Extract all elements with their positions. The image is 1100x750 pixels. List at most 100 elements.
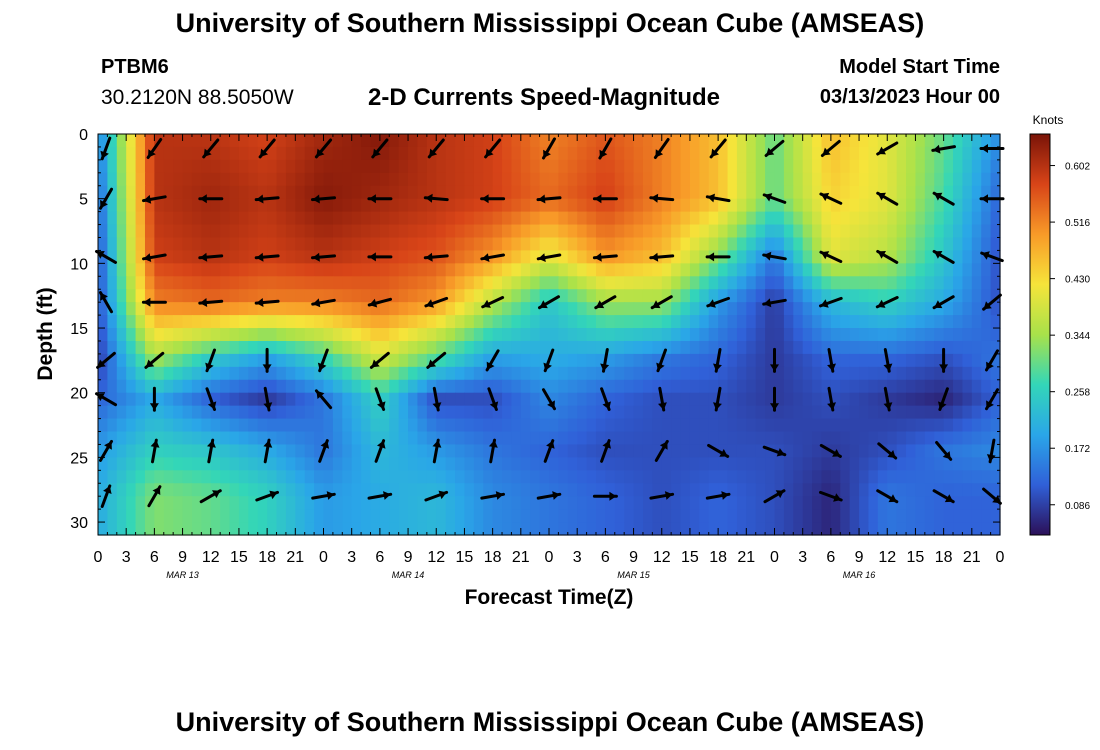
heatmap-cell	[539, 470, 550, 484]
heatmap-cell	[821, 263, 832, 277]
heatmap-cell	[812, 509, 823, 523]
heatmap-cell	[567, 353, 578, 368]
heatmap-cell	[520, 509, 531, 523]
heatmap-cell	[586, 328, 597, 342]
heatmap-cell	[915, 496, 926, 510]
heatmap-cell	[708, 172, 719, 187]
heatmap-cell	[398, 159, 409, 174]
x-tick-label: 15	[230, 549, 248, 566]
heatmap-cell	[229, 276, 240, 290]
current-vector-arrow	[592, 252, 618, 262]
heatmap-cell	[370, 522, 381, 536]
heatmap-cell	[107, 431, 118, 446]
heatmap-cell	[398, 457, 409, 471]
heatmap-cell	[511, 470, 522, 484]
heatmap-cell	[680, 509, 691, 523]
heatmap-cell	[962, 509, 973, 523]
heatmap-cell	[821, 276, 832, 290]
heatmap-cell	[426, 353, 437, 368]
heatmap-cell	[173, 418, 184, 433]
heatmap-cell	[530, 457, 541, 471]
heatmap-cell	[671, 198, 682, 213]
heatmap-cell	[98, 211, 108, 226]
heatmap-cell	[154, 276, 165, 290]
heatmap-cell	[201, 289, 212, 303]
heatmap-cell	[220, 353, 231, 368]
heatmap-cell	[304, 315, 315, 329]
heatmap-cell	[154, 340, 165, 355]
heatmap-cell	[201, 509, 212, 523]
heatmap-cell	[793, 509, 804, 523]
heatmap-cell	[736, 444, 747, 458]
heatmap-cell	[238, 185, 249, 200]
heatmap-cell	[191, 392, 202, 407]
heatmap-cell	[445, 328, 456, 342]
heatmap-cell	[924, 146, 935, 161]
heatmap-cell	[953, 379, 964, 394]
heatmap-cell	[144, 224, 155, 239]
heatmap-cell	[934, 198, 945, 213]
heatmap-cell	[492, 509, 503, 523]
heatmap-cell	[520, 457, 531, 471]
heatmap-cell	[135, 302, 146, 316]
heatmap-cell	[342, 302, 353, 316]
heatmap-cell	[877, 366, 888, 381]
heatmap-cell	[821, 237, 832, 252]
heatmap-cell	[736, 509, 747, 523]
heatmap-cell	[859, 276, 870, 290]
heatmap-cell	[859, 340, 870, 355]
heatmap-cell	[718, 198, 729, 213]
heatmap-cell	[642, 328, 653, 342]
heatmap-cell	[144, 134, 155, 148]
heatmap-cell	[229, 302, 240, 316]
heatmap-cell	[220, 302, 231, 316]
heatmap-cell	[896, 224, 907, 239]
heatmap-cell	[370, 172, 381, 187]
heatmap-cell	[257, 172, 268, 187]
heatmap-cell	[624, 185, 635, 200]
heatmap-cell	[915, 134, 926, 148]
heatmap-cell	[361, 237, 372, 252]
heatmap-cell	[276, 159, 287, 174]
heatmap-cell	[126, 522, 137, 536]
heatmap-cell	[323, 172, 334, 187]
heatmap-cell	[830, 405, 841, 420]
heatmap-cell	[971, 146, 982, 161]
heatmap-cell	[408, 134, 419, 148]
heatmap-cell	[182, 146, 193, 161]
heatmap-cell	[746, 289, 757, 303]
heatmap-cell	[539, 444, 550, 458]
heatmap-cell	[727, 483, 738, 497]
heatmap-cell	[323, 366, 334, 381]
heatmap-cell	[812, 418, 823, 433]
heatmap-cell	[276, 496, 287, 510]
heatmap-cell	[830, 172, 841, 187]
heatmap-cell	[464, 328, 475, 342]
heatmap-cell	[511, 496, 522, 510]
heatmap-cell	[642, 276, 653, 290]
heatmap-cell	[802, 392, 813, 407]
heatmap-cell	[849, 483, 860, 497]
heatmap-cell	[342, 159, 353, 174]
heatmap-cell	[868, 237, 879, 252]
heatmap-cell	[812, 172, 823, 187]
heatmap-cell	[379, 185, 390, 200]
heatmap-cell	[934, 496, 945, 510]
current-vector-arrow	[202, 138, 220, 159]
heatmap-cell	[633, 340, 644, 355]
heatmap-cell	[633, 444, 644, 458]
heatmap-cell	[257, 276, 268, 290]
heatmap-cell	[821, 185, 832, 200]
heatmap-cell	[699, 522, 710, 536]
heatmap-cell	[774, 483, 785, 497]
heatmap-cell	[464, 405, 475, 420]
heatmap-cell	[812, 405, 823, 420]
heatmap-cell	[642, 470, 653, 484]
heatmap-cell	[652, 483, 663, 497]
heatmap-cell	[661, 159, 672, 174]
heatmap-cell	[257, 366, 268, 381]
heatmap-cell	[924, 483, 935, 497]
heatmap-cell	[483, 522, 494, 536]
current-vector-arrow	[254, 194, 280, 204]
heatmap-cell	[549, 302, 559, 316]
